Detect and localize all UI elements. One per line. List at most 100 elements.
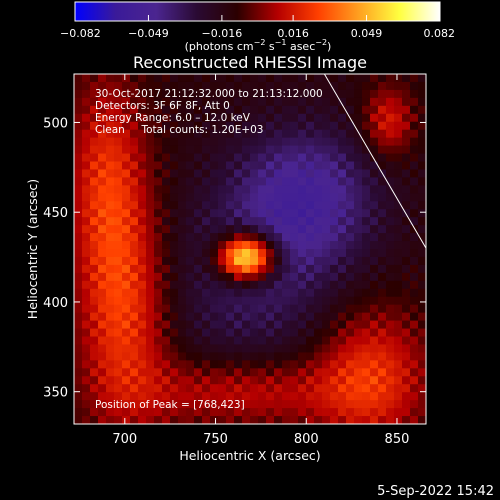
heatmap-pixel [194,264,203,274]
heatmap-pixel [114,241,123,250]
heatmap-pixel [74,217,83,226]
heatmap-pixel [386,249,395,258]
heatmap-pixel [362,296,371,306]
heatmap-pixel [330,201,339,210]
heatmap-pixel [194,320,203,330]
heatmap-pixel [410,97,419,107]
heatmap-pixel [362,233,371,242]
heatmap-pixel [314,81,323,91]
heatmap-pixel [154,376,163,385]
heatmap-pixel [250,81,259,91]
heatmap-pixel [138,185,147,194]
heatmap-pixel [218,185,227,194]
heatmap-pixel [186,209,195,218]
heatmap-pixel [90,344,99,353]
heatmap-pixel [122,121,131,131]
heatmap-pixel [138,249,147,258]
heatmap-pixel [218,145,227,155]
heatmap-pixel [122,137,131,147]
heatmap-pixel [154,233,163,242]
heatmap-pixel [258,169,267,178]
heatmap-pixel [106,416,115,424]
heatmap-pixel [138,312,147,322]
heatmap-pixel [418,272,426,282]
heatmap-pixel [370,137,379,147]
heatmap-pixel [210,81,219,91]
heatmap-pixel [386,288,395,298]
heatmap-pixel [106,209,115,218]
heatmap-pixel [226,249,235,258]
heatmap-pixel [394,129,403,139]
heatmap-pixel [74,129,83,139]
heatmap-pixel [162,328,171,338]
heatmap-pixel [170,129,179,139]
heatmap-pixel [314,97,323,107]
heatmap-pixel [138,304,147,314]
heatmap-pixel [130,296,139,306]
heatmap-pixel [202,256,211,266]
heatmap-pixel [186,129,195,139]
heatmap-pixel [74,74,83,83]
heatmap-pixel [346,416,355,424]
heatmap-pixel [114,129,123,139]
heatmap-pixel [218,169,227,178]
heatmap-pixel [378,89,387,99]
heatmap-pixel [242,320,251,330]
heatmap-pixel [90,129,99,139]
heatmap-pixel [298,288,307,298]
heatmap-pixel [418,344,426,353]
heatmap-pixel [418,233,426,242]
heatmap-pixel [82,280,91,290]
heatmap-pixel [82,328,91,338]
heatmap-pixel [226,336,235,346]
heatmap-pixel [266,89,275,99]
heatmap-pixel [130,376,139,385]
heatmap-pixel [122,105,131,115]
heatmap-pixel [90,384,99,393]
heatmap-pixel [290,74,299,83]
heatmap-pixel [386,193,395,202]
heatmap-pixel [394,416,403,424]
heatmap-pixel [82,256,91,266]
heatmap-pixel [362,376,371,385]
heatmap-pixel [386,304,395,314]
heatmap-pixel [82,241,91,250]
heatmap-pixel [146,177,155,186]
heatmap-pixel [394,296,403,306]
heatmap-pixel [394,209,403,218]
info-line-time: 30-Oct-2017 21:12:32.000 to 21:13:12.000 [95,88,323,100]
heatmap-pixel [242,81,251,91]
heatmap-pixel [346,209,355,218]
heatmap-pixel [138,400,147,409]
heatmap-pixel [234,185,243,194]
heatmap-pixel [346,169,355,178]
heatmap-pixel [266,288,275,298]
heatmap-pixel [122,177,131,186]
heatmap-pixel [378,241,387,250]
heatmap-pixel [362,312,371,322]
heatmap-pixel [346,392,355,401]
heatmap-pixel [282,376,291,385]
heatmap-pixel [82,81,91,91]
heatmap-pixel [266,161,275,171]
heatmap-pixel [82,376,91,385]
heatmap-pixel [298,137,307,147]
heatmap-pixel [202,336,211,346]
heatmap-pixel [114,249,123,258]
heatmap-pixel [138,153,147,163]
heatmap-pixel [154,121,163,131]
heatmap-pixel [386,233,395,242]
heatmap-pixel [186,121,195,131]
heatmap-pixel [282,264,291,274]
heatmap-pixel [234,288,243,298]
heatmap-pixel [322,256,331,266]
heatmap-pixel [362,217,371,226]
heatmap-pixel [378,336,387,346]
heatmap-pixel [218,209,227,218]
heatmap-pixel [418,384,426,393]
heatmap-pixel [338,129,347,139]
heatmap-pixel [354,280,363,290]
colorbar-tick-label: −0.049 [128,27,169,40]
heatmap-pixel [106,304,115,314]
heatmap-pixel [218,97,227,107]
